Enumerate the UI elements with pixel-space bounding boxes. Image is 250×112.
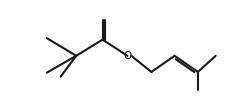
Text: O: O — [123, 51, 132, 61]
